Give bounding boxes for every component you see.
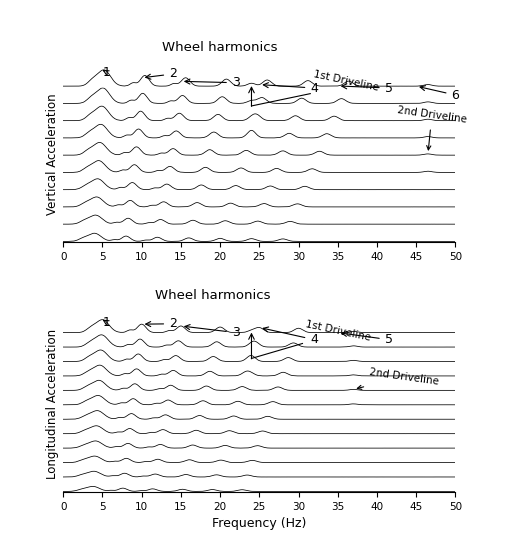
Text: Wheel harmonics: Wheel harmonics xyxy=(154,289,270,302)
Text: 1: 1 xyxy=(102,66,110,79)
Text: 2nd Driveline: 2nd Driveline xyxy=(357,367,439,389)
Text: 4: 4 xyxy=(263,327,318,346)
Text: 4: 4 xyxy=(263,81,318,95)
Text: 1st Driveline: 1st Driveline xyxy=(304,319,371,343)
Text: 5: 5 xyxy=(341,81,392,95)
Text: 3: 3 xyxy=(184,76,239,89)
Text: Wheel harmonics: Wheel harmonics xyxy=(162,41,277,54)
Text: 1st Driveline: 1st Driveline xyxy=(312,69,379,93)
Y-axis label: Vertical Acceleration: Vertical Acceleration xyxy=(46,93,59,215)
Text: 2: 2 xyxy=(145,67,177,80)
X-axis label: Frequency (Hz): Frequency (Hz) xyxy=(212,518,306,530)
Text: 2nd Driveline: 2nd Driveline xyxy=(396,105,466,150)
Text: 1: 1 xyxy=(102,316,110,328)
Text: 5: 5 xyxy=(341,331,392,346)
Y-axis label: Longitudinal Acceleration: Longitudinal Acceleration xyxy=(46,329,59,479)
Text: 2: 2 xyxy=(145,317,177,330)
Text: 3: 3 xyxy=(184,325,239,339)
Text: 6: 6 xyxy=(419,86,459,102)
